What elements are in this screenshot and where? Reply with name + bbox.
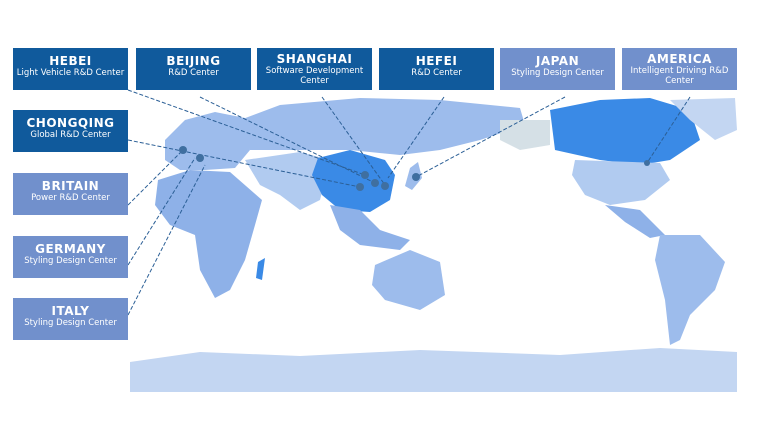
center-subtitle: Power R&D Center (31, 193, 110, 203)
center-subtitle: Styling Design Center (511, 68, 604, 78)
center-subtitle: R&D Center (168, 68, 219, 78)
center-label-chongqing: CHONGQING Global R&D Center (13, 110, 128, 152)
center-label-japan: JAPAN Styling Design Center (500, 48, 615, 90)
alaska (500, 120, 550, 150)
usa (572, 160, 670, 205)
map-pin-icon[interactable] (381, 182, 389, 190)
center-label-hebei: HEBEI Light Vehicle R&D Center (13, 48, 128, 90)
center-subtitle: Software Development Center (265, 66, 364, 86)
center-label-beijing: BEIJING R&D Center (136, 48, 251, 90)
center-title: CHONGQING (26, 116, 115, 130)
center-label-america: AMERICA Intelligent Driving R&D Center (622, 48, 737, 90)
center-subtitle: Styling Design Center (24, 256, 117, 266)
center-title: HEFEI (415, 54, 458, 68)
africa (155, 170, 262, 298)
center-label-shanghai: SHANGHAI Software Development Center (257, 48, 372, 90)
center-label-hefei: HEFEI R&D Center (379, 48, 494, 90)
greenland (670, 98, 737, 140)
center-title: SHANGHAI (276, 52, 353, 66)
center-label-italy: ITALY Styling Design Center (13, 298, 128, 340)
center-subtitle: Intelligent Driving R&D Center (630, 66, 729, 86)
map-pin-icon[interactable] (196, 154, 204, 162)
europe (165, 112, 250, 170)
canada (550, 98, 700, 165)
center-subtitle: Global R&D Center (30, 130, 111, 140)
middle-east-asia (245, 152, 330, 210)
map-pin-icon[interactable] (644, 160, 650, 166)
center-subtitle: Light Vehicle R&D Center (16, 68, 125, 78)
center-title: GERMANY (35, 242, 106, 256)
russia (240, 98, 525, 155)
antarctica (130, 348, 737, 392)
map-pin-icon[interactable] (356, 183, 364, 191)
leader-lines (127, 89, 691, 316)
center-title: HEBEI (49, 54, 92, 68)
central-america (605, 205, 665, 238)
center-label-britain: BRITAIN Power R&D Center (13, 173, 128, 215)
china (312, 150, 395, 212)
map-pin-icon[interactable] (361, 171, 369, 179)
southeast-asia (330, 205, 410, 250)
australia (372, 250, 445, 310)
center-subtitle: R&D Center (411, 68, 462, 78)
map-pin-icon[interactable] (371, 179, 379, 187)
center-title: BEIJING (166, 54, 221, 68)
pins (179, 146, 650, 191)
map-pin-icon[interactable] (412, 173, 420, 181)
center-title: AMERICA (647, 52, 712, 66)
madagascar (256, 258, 265, 280)
center-label-germany: GERMANY Styling Design Center (13, 236, 128, 278)
map-pin-icon[interactable] (179, 146, 187, 154)
center-title: JAPAN (535, 54, 580, 68)
center-title: ITALY (51, 304, 90, 318)
center-title: BRITAIN (41, 179, 100, 193)
center-subtitle: Styling Design Center (24, 318, 117, 328)
south-america (655, 235, 725, 345)
